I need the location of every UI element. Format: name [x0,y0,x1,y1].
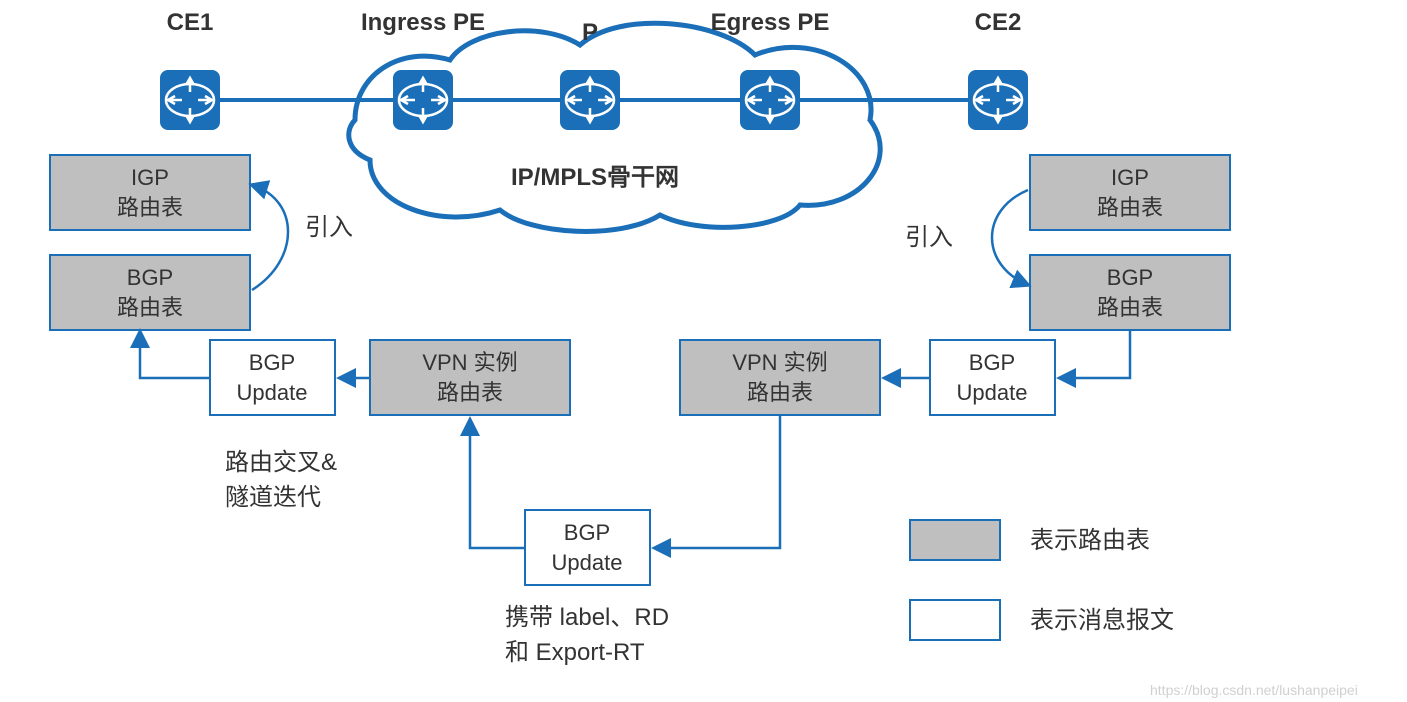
svg-text:VPN 实例: VPN 实例 [422,350,517,375]
svg-text:Egress PE: Egress PE [711,9,830,36]
box-bgp-update-mid: BGP Update [525,510,650,585]
annot-carry: 携带 label、RD 和 Export-RT [505,604,669,666]
svg-text:路由表: 路由表 [1097,295,1163,320]
svg-text:BGP: BGP [969,350,1015,375]
backbone-label: IP/MPLS骨干网 [511,164,679,191]
svg-text:路由表: 路由表 [747,380,813,405]
svg-text:BGP: BGP [1107,265,1153,290]
svg-text:和 Export-RT: 和 Export-RT [505,639,645,666]
box-vpn-left: VPN 实例 路由表 [370,340,570,415]
svg-text:路由表: 路由表 [117,195,183,220]
box-bgp-left: BGP 路由表 [50,255,250,330]
svg-text:Ingress PE: Ingress PE [361,9,485,36]
svg-text:路由表: 路由表 [1097,195,1163,220]
watermark: https://blog.csdn.net/lushanpeipei [1150,682,1358,698]
svg-text:VPN 实例: VPN 实例 [732,350,827,375]
svg-text:IGP: IGP [131,165,169,190]
box-bgp-right: BGP 路由表 [1030,255,1230,330]
box-igp-left: IGP 路由表 [50,155,250,230]
box-vpn-right: VPN 实例 路由表 [680,340,880,415]
annot-cross: 路由交叉& 隧道迭代 [225,449,337,511]
svg-text:CE2: CE2 [975,9,1022,36]
svg-text:Update: Update [957,380,1028,405]
svg-text:表示消息报文: 表示消息报文 [1030,607,1174,634]
box-bgp-update-left: BGP Update [210,340,335,415]
svg-text:路由表: 路由表 [117,295,183,320]
svg-text:P: P [582,19,598,46]
svg-text:Update: Update [237,380,308,405]
svg-text:表示路由表: 表示路由表 [1030,527,1150,554]
node-egress-pe: Egress PE [711,9,830,130]
svg-text:Update: Update [552,550,623,575]
svg-text:BGP: BGP [564,520,610,545]
svg-text:路由交叉&: 路由交叉& [225,449,337,476]
svg-text:IGP: IGP [1111,165,1149,190]
svg-text:携带 label、RD: 携带 label、RD [505,604,669,631]
annot-import-right: 引入 [905,224,953,251]
node-ce1: CE1 [160,9,220,130]
svg-text:BGP: BGP [249,350,295,375]
svg-text:CE1: CE1 [167,9,214,36]
annot-import-left: 引入 [305,214,353,241]
box-bgp-update-right: BGP Update [930,340,1055,415]
box-igp-right: IGP 路由表 [1030,155,1230,230]
svg-text:隧道迭代: 隧道迭代 [225,484,321,511]
node-ce2: CE2 [968,9,1028,130]
node-p: P [560,19,620,130]
legend: 表示路由表 表示消息报文 [910,520,1174,640]
svg-text:BGP: BGP [127,265,173,290]
svg-text:路由表: 路由表 [437,380,503,405]
